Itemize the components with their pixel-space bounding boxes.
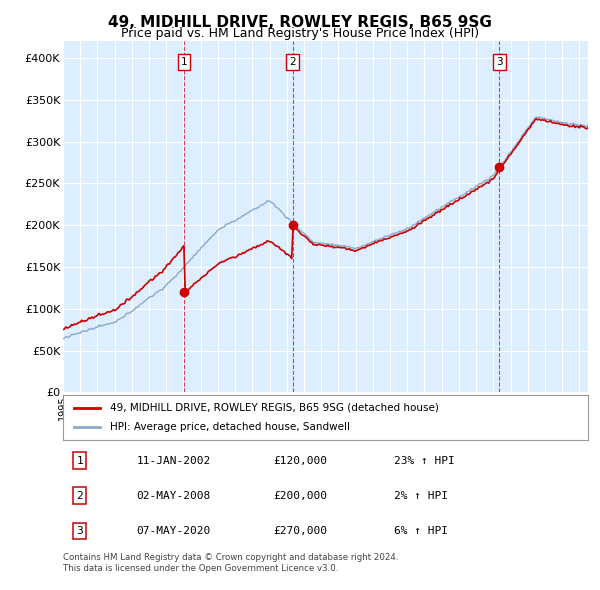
Text: 2% ↑ HPI: 2% ↑ HPI bbox=[394, 491, 448, 500]
Text: 02-MAY-2008: 02-MAY-2008 bbox=[137, 491, 211, 500]
Text: 3: 3 bbox=[76, 526, 83, 536]
Text: 1: 1 bbox=[181, 57, 187, 67]
Text: 1: 1 bbox=[76, 455, 83, 466]
Text: 2: 2 bbox=[76, 491, 83, 500]
Text: 2: 2 bbox=[289, 57, 296, 67]
Text: 23% ↑ HPI: 23% ↑ HPI bbox=[394, 455, 455, 466]
Text: £120,000: £120,000 bbox=[273, 455, 327, 466]
Text: Price paid vs. HM Land Registry's House Price Index (HPI): Price paid vs. HM Land Registry's House … bbox=[121, 27, 479, 40]
Text: 6% ↑ HPI: 6% ↑ HPI bbox=[394, 526, 448, 536]
Text: 49, MIDHILL DRIVE, ROWLEY REGIS, B65 9SG: 49, MIDHILL DRIVE, ROWLEY REGIS, B65 9SG bbox=[108, 15, 492, 30]
Text: £200,000: £200,000 bbox=[273, 491, 327, 500]
Text: 11-JAN-2002: 11-JAN-2002 bbox=[137, 455, 211, 466]
Text: 49, MIDHILL DRIVE, ROWLEY REGIS, B65 9SG (detached house): 49, MIDHILL DRIVE, ROWLEY REGIS, B65 9SG… bbox=[110, 403, 439, 412]
Text: HPI: Average price, detached house, Sandwell: HPI: Average price, detached house, Sand… bbox=[110, 422, 350, 432]
Text: Contains HM Land Registry data © Crown copyright and database right 2024.
This d: Contains HM Land Registry data © Crown c… bbox=[63, 553, 398, 573]
Text: £270,000: £270,000 bbox=[273, 526, 327, 536]
Text: 07-MAY-2020: 07-MAY-2020 bbox=[137, 526, 211, 536]
Text: 3: 3 bbox=[496, 57, 503, 67]
